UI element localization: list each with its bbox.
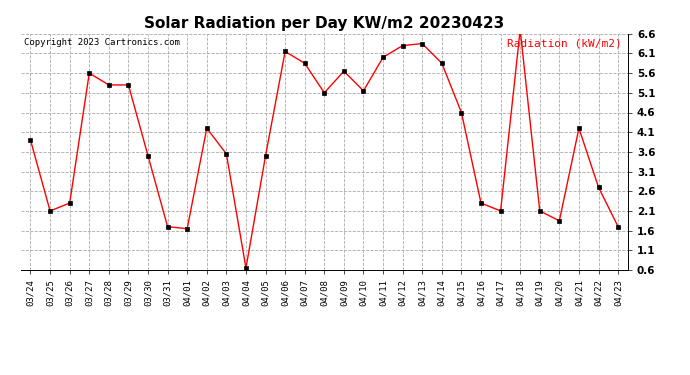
Text: Radiation (kW/m2): Radiation (kW/m2) bbox=[507, 39, 622, 48]
Text: Copyright 2023 Cartronics.com: Copyright 2023 Cartronics.com bbox=[23, 39, 179, 48]
Title: Solar Radiation per Day KW/m2 20230423: Solar Radiation per Day KW/m2 20230423 bbox=[144, 16, 504, 31]
